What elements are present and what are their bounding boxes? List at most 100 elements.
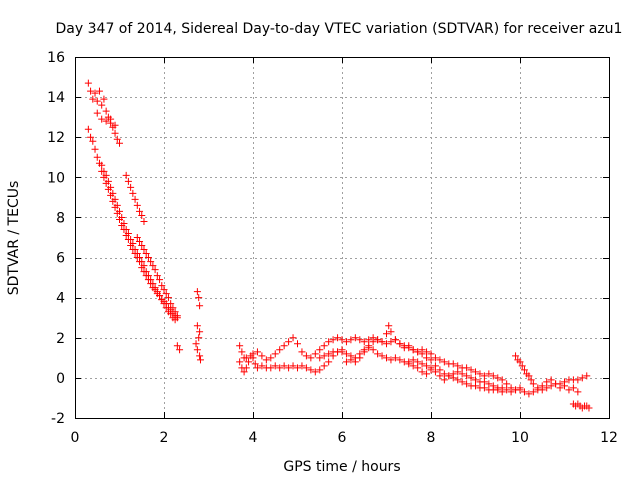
data-point (423, 370, 431, 378)
data-point (387, 338, 395, 346)
data-point (485, 370, 493, 378)
data-point (356, 336, 364, 344)
data-point (249, 350, 257, 358)
series-arc10 (405, 356, 506, 392)
data-point (111, 195, 119, 203)
grid-lines (75, 57, 609, 418)
data-point (93, 97, 101, 105)
data-point (245, 358, 253, 366)
data-point (142, 250, 150, 258)
data-point (472, 376, 479, 384)
data-point (316, 366, 324, 374)
data-point (440, 376, 448, 384)
data-point (98, 115, 106, 123)
data-point (169, 304, 177, 312)
data-point (518, 362, 526, 370)
data-point (583, 372, 591, 380)
data-point (98, 161, 106, 169)
data-point (127, 183, 135, 191)
data-point (507, 384, 515, 392)
data-point (196, 356, 204, 364)
data-point (242, 364, 250, 372)
data-point (431, 362, 439, 370)
data-point (176, 346, 184, 354)
series-arc5 (192, 288, 204, 364)
data-point (342, 338, 350, 346)
data-point (418, 346, 426, 354)
data-point (133, 201, 141, 209)
data-point (196, 302, 204, 310)
data-point (534, 386, 542, 394)
data-point (267, 354, 275, 362)
data-point (271, 362, 279, 370)
data-point (267, 364, 275, 372)
data-point (158, 296, 166, 304)
data-point (472, 382, 479, 390)
data-point (160, 286, 168, 294)
data-point (298, 362, 306, 370)
data-point (151, 284, 159, 292)
data-point (111, 129, 119, 137)
data-point (236, 358, 244, 366)
data-point (258, 362, 266, 370)
data-point (133, 250, 141, 258)
data-point (436, 356, 444, 364)
data-point (311, 368, 319, 376)
data-point (316, 346, 324, 354)
x-tick-label: 0 (71, 430, 80, 446)
data-point (262, 356, 270, 364)
data-point (325, 338, 333, 346)
y-tick-label: 12 (47, 130, 65, 146)
data-point (242, 354, 250, 362)
x-tick-label: 10 (511, 430, 529, 446)
data-point (91, 89, 99, 97)
data-point (325, 358, 333, 366)
data-point (365, 342, 373, 350)
data-point (472, 368, 479, 376)
data-point (565, 386, 573, 394)
data-point (405, 344, 413, 352)
data-point (84, 125, 92, 133)
data-point (164, 294, 172, 302)
data-point (307, 366, 315, 374)
y-tick-label: 14 (47, 90, 65, 106)
data-point (193, 288, 201, 296)
data-point (93, 109, 101, 117)
data-point (149, 262, 157, 270)
data-point (454, 376, 462, 384)
data-point (409, 362, 417, 370)
data-point (520, 388, 528, 396)
data-point (149, 280, 157, 288)
data-point (378, 352, 386, 360)
data-point (109, 189, 117, 197)
data-point (347, 336, 355, 344)
data-point (396, 356, 404, 364)
data-point (387, 356, 395, 364)
data-point (193, 346, 201, 354)
y-tick-label: -2 (51, 411, 65, 427)
data-point (569, 384, 577, 392)
data-point (147, 258, 155, 266)
data-point (378, 338, 386, 346)
data-point (489, 382, 497, 390)
data-point (351, 334, 359, 342)
data-point (463, 380, 471, 388)
data-point (396, 340, 404, 348)
data-point (162, 290, 170, 298)
data-point (138, 242, 146, 250)
data-point (236, 342, 244, 350)
data-point (360, 338, 368, 346)
data-point (374, 350, 382, 358)
x-axis-tick-labels: 0 2 4 6 8 10 12 (71, 430, 618, 446)
data-point (107, 115, 115, 123)
data-point (173, 342, 181, 350)
data-point (320, 352, 328, 360)
data-point (329, 336, 337, 344)
data-point (131, 195, 139, 203)
data-point (320, 362, 328, 370)
data-point (383, 340, 390, 348)
data-point (423, 348, 431, 356)
data-point (369, 346, 377, 354)
data-point (454, 368, 462, 376)
data-point (585, 404, 593, 412)
